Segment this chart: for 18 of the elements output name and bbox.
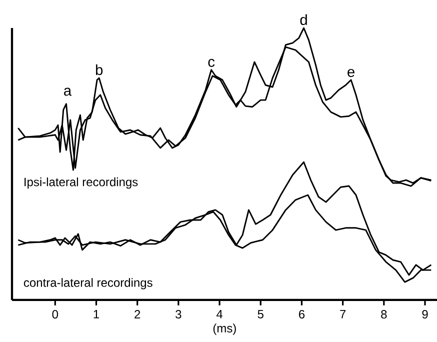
- x-tick-label: 3: [176, 310, 182, 319]
- x-tick-label: 6: [298, 310, 305, 319]
- x-tick-label: 2: [134, 310, 140, 318]
- annotation: b: [96, 64, 103, 76]
- x-tick-label: 0: [52, 310, 58, 319]
- x-tick-label: 7: [340, 310, 346, 318]
- x-tick-label: 1: [94, 310, 99, 318]
- annotation: c: [208, 58, 215, 67]
- x-tick-label: 9: [422, 310, 428, 319]
- x-tick-label: 5: [258, 310, 264, 318]
- x-tick-label: 8: [381, 310, 387, 319]
- annotation: e: [348, 68, 354, 78]
- annotation: d: [300, 14, 307, 26]
- annotation: Ipsi-lateral recordings: [24, 177, 138, 189]
- annotation: a: [64, 88, 72, 96]
- x-tick-label: 4: [216, 310, 223, 318]
- x-axis-title: (ms): [213, 324, 236, 335]
- annotation: contra-lateral recordings: [24, 278, 152, 290]
